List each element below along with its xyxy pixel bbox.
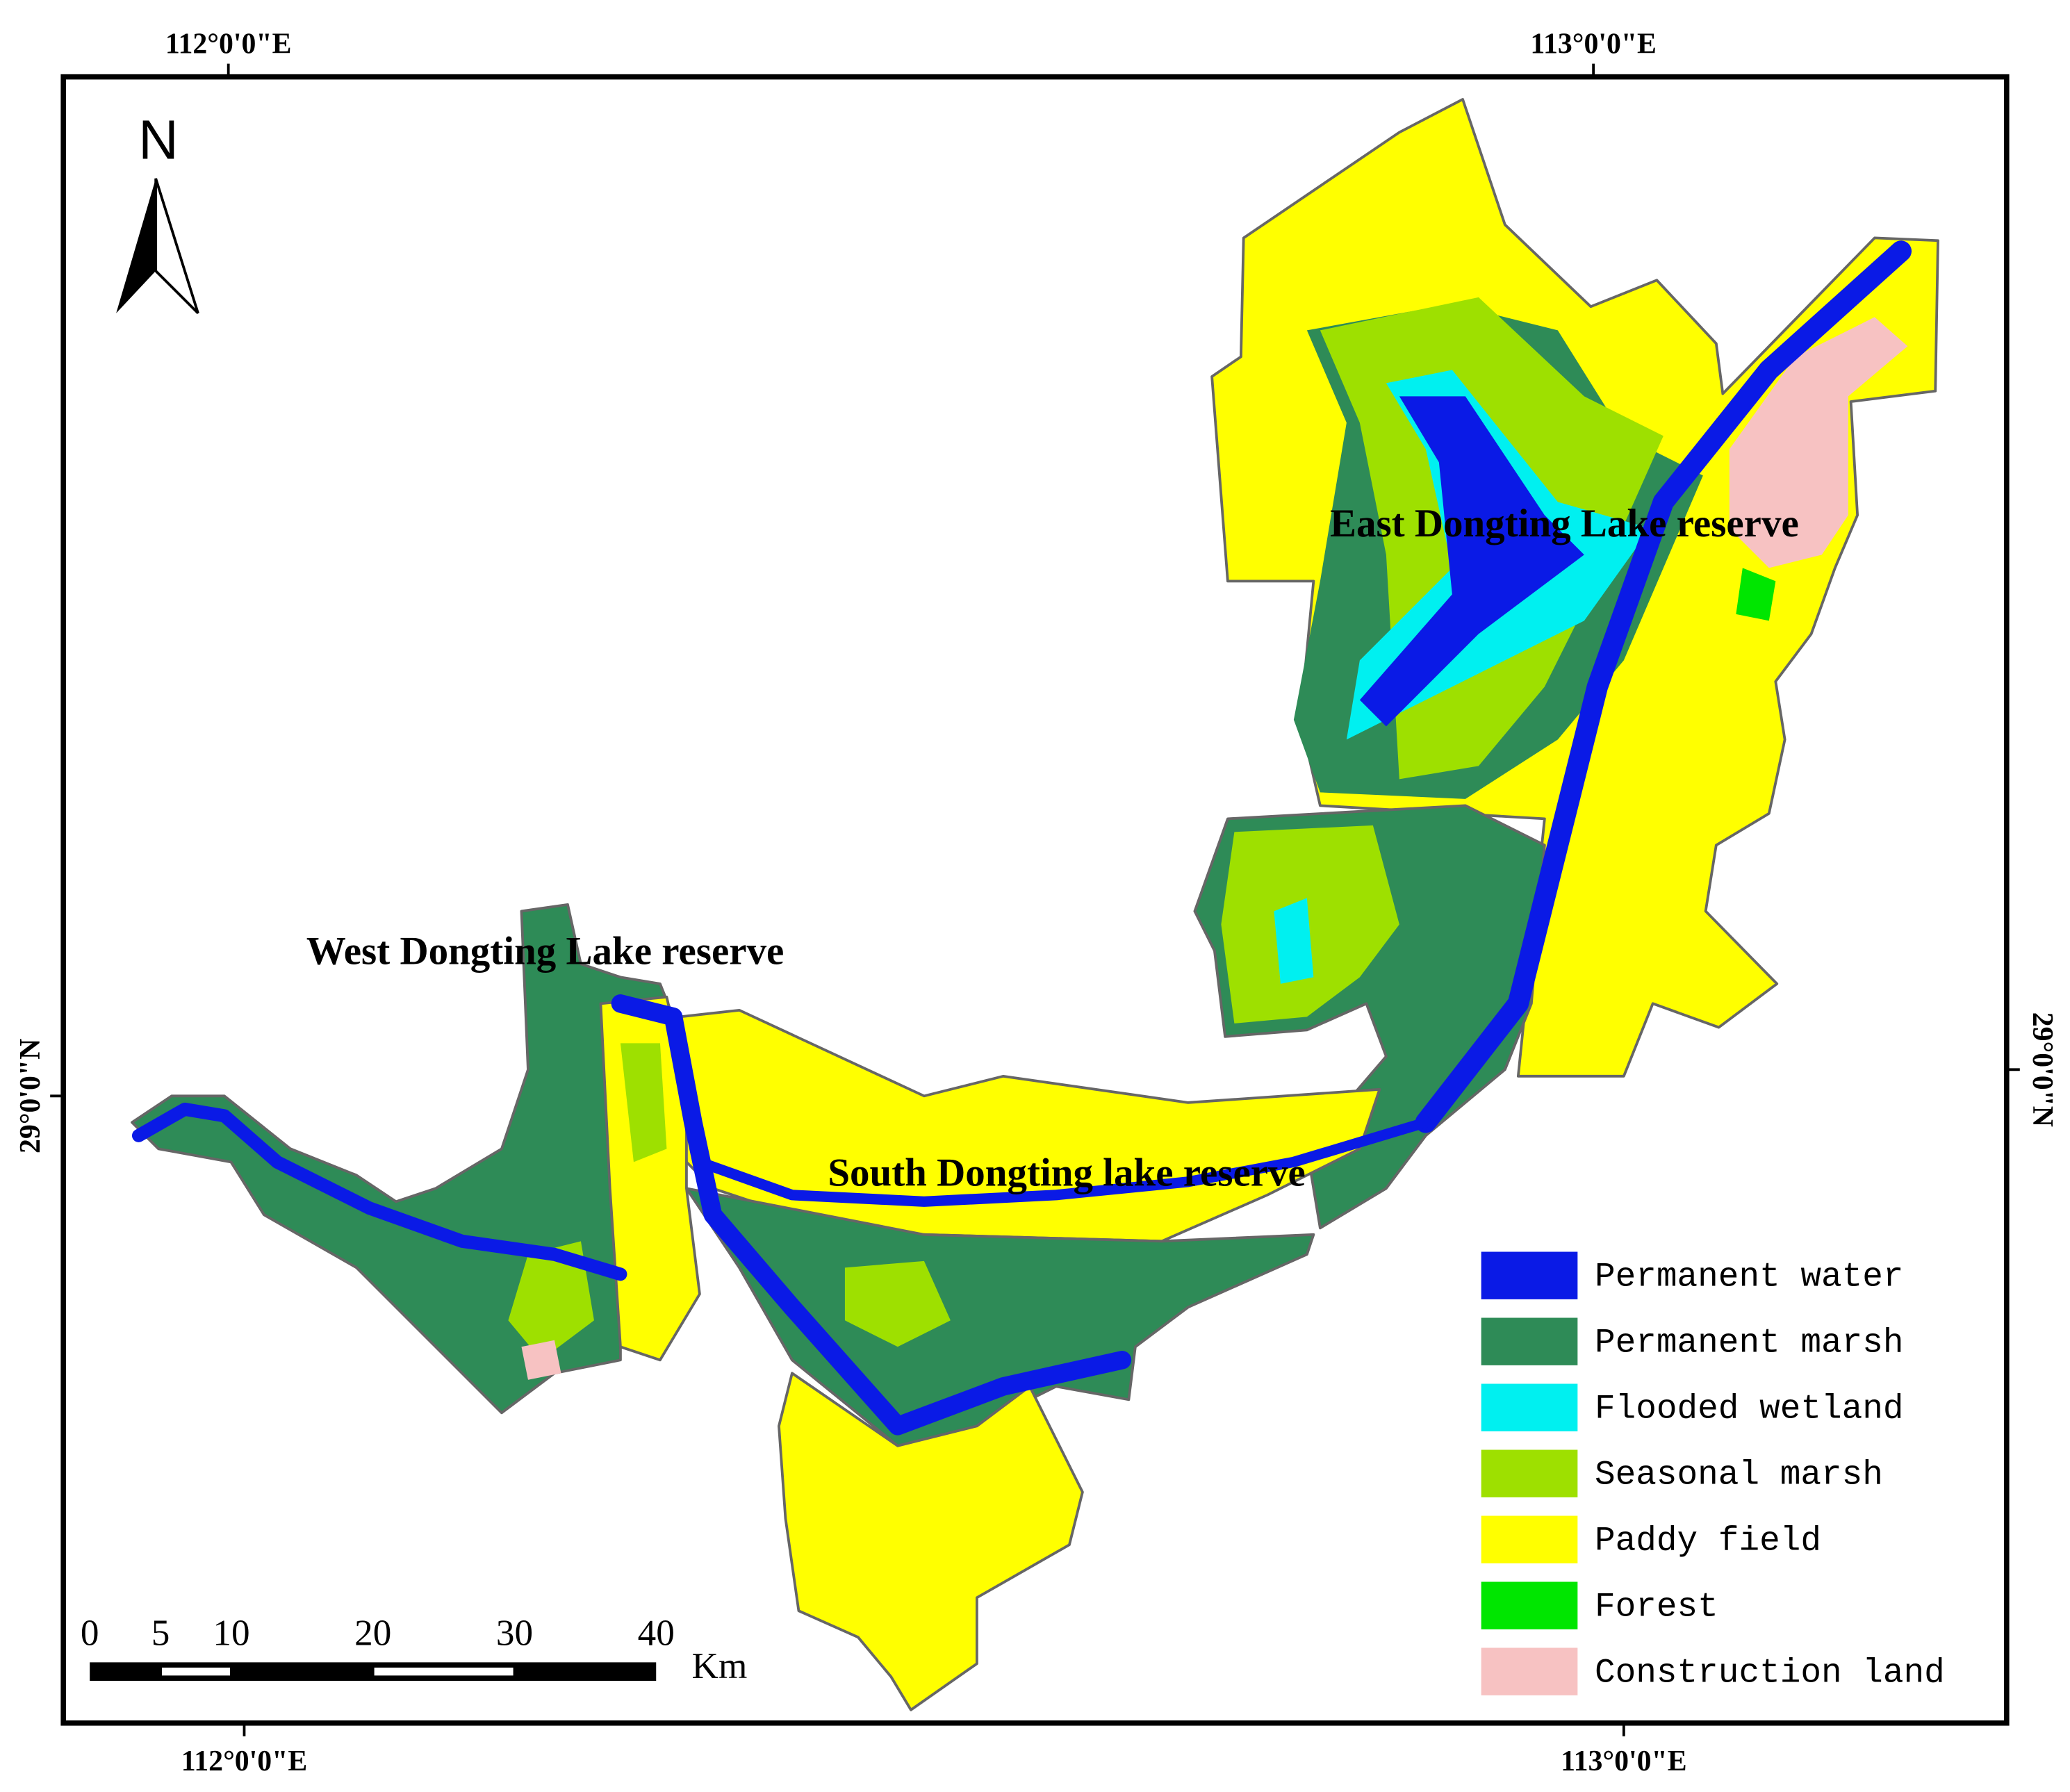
seasonal-area: [1221, 825, 1399, 1024]
longitude-label: 113°0'0"E: [1530, 28, 1657, 60]
legend-label: Flooded wetland: [1595, 1390, 1903, 1429]
scale-segment: [374, 1667, 514, 1676]
legend-swatch: [1481, 1251, 1578, 1299]
scale-label: 20: [354, 1613, 391, 1654]
scale-bar: 0 5 10 20 30 40 Km: [81, 1613, 747, 1686]
graticule-ticks: [50, 63, 2020, 1736]
water-area: [1359, 396, 1584, 727]
latitude-label: 29°0'0"N: [2026, 1012, 2058, 1127]
longitude-label: 113°0'0"E: [1561, 1745, 1687, 1777]
scale-unit: Km: [692, 1645, 748, 1686]
legend-swatch: [1481, 1449, 1578, 1497]
legend-label: Paddy field: [1595, 1522, 1821, 1561]
seasonal-area: [844, 1260, 951, 1347]
scale-label: 0: [81, 1613, 99, 1654]
legend-swatch: [1481, 1515, 1578, 1563]
legend-swatch: [1481, 1581, 1578, 1629]
marsh-area: [685, 1187, 1315, 1447]
legend-label: Permanent marsh: [1595, 1324, 1903, 1363]
scale-label: 10: [213, 1613, 249, 1654]
legend-swatch: [1481, 1317, 1578, 1365]
north-label: N: [138, 108, 179, 170]
legend: Permanent water Permanent marsh Flooded we…: [1481, 1251, 1945, 1695]
longitude-label: 112°0'0"E: [165, 28, 292, 60]
latitude-label: 29°0'0"N: [15, 1039, 47, 1153]
region-label: South Dongting lake reserve: [828, 1151, 1306, 1195]
legend-swatch: [1481, 1647, 1578, 1695]
legend-label: Seasonal marsh: [1595, 1456, 1883, 1495]
north-arrow: [116, 178, 156, 313]
region-label: West Dongting Lake reserve: [306, 929, 784, 973]
legend-label: Permanent water: [1595, 1258, 1903, 1297]
river: [611, 994, 1132, 1436]
scale-label: 5: [151, 1613, 170, 1654]
river: [1415, 240, 1912, 1133]
construction-area: [1729, 317, 1908, 568]
flooded-area: [1274, 898, 1314, 984]
region-label: East Dongting Lake reserve: [1330, 502, 1799, 545]
river: [131, 1102, 627, 1281]
legend-swatch: [1481, 1383, 1578, 1431]
north-arrow: [154, 178, 199, 315]
scale-label: 40: [638, 1613, 675, 1654]
seasonal-area: [508, 1241, 594, 1361]
legend-label: Construction land: [1595, 1654, 1945, 1693]
legend-label: Forest: [1595, 1588, 1718, 1627]
paddy-area: [778, 1372, 1084, 1711]
land-cover: [131, 98, 1939, 1711]
scale-segment: [161, 1667, 231, 1676]
forest-area: [1736, 568, 1776, 621]
scale-label: 30: [496, 1613, 533, 1654]
construction-area: [521, 1340, 561, 1380]
seasonal-area: [620, 1043, 667, 1162]
longitude-label: 112°0'0"E: [181, 1745, 308, 1777]
river: [694, 1117, 1431, 1207]
